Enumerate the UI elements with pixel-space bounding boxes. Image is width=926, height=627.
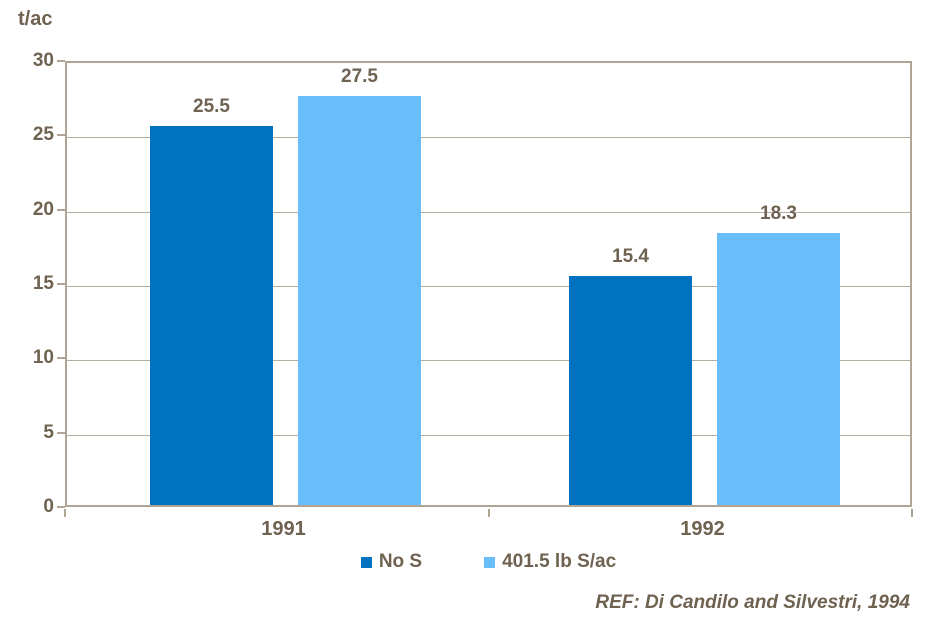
gridline-10 — [67, 360, 910, 362]
legend-item-s-applied: 401.5 lb S/ac — [484, 551, 616, 573]
y-tick-mark-25 — [57, 134, 65, 137]
bar-1992-401-5-lb-s-ac — [717, 232, 840, 505]
value-label-1991-0: 25.5 — [193, 95, 230, 117]
y-axis-title: t/ac — [18, 8, 53, 30]
bar-1991-no-s — [150, 125, 273, 505]
bar-1992-no-s — [569, 276, 692, 505]
gridline-20 — [67, 211, 910, 213]
y-tick-label-15: 15 — [32, 273, 54, 294]
y-tick-label-5: 5 — [43, 421, 54, 443]
bar-1991-401-5-lb-s-ac — [298, 96, 421, 505]
y-tick-mark-5 — [57, 431, 65, 434]
plot-area: 25.5 27.5 15.4 18.3 — [65, 61, 912, 507]
legend-label-no-s: No S — [378, 551, 423, 572]
y-tick-mark-20 — [57, 208, 65, 211]
value-label-1992-0: 15.4 — [612, 246, 649, 268]
x-category-label-1992: 1992 — [680, 518, 725, 540]
x-tick-mark-2 — [911, 509, 913, 517]
legend-item-no-s: No S — [360, 551, 423, 573]
legend-swatch-no-s — [360, 556, 372, 568]
legend-swatch-s-applied — [484, 556, 496, 568]
y-tick-mark-10 — [57, 357, 65, 360]
gridline-15 — [67, 286, 910, 287]
value-label-1991-1: 27.5 — [341, 66, 378, 88]
reference-citation: REF: Di Candilo and Silvestri, 1994 — [595, 592, 910, 613]
y-tick-mark-30 — [57, 60, 65, 62]
y-tick-label-30: 30 — [32, 50, 54, 71]
x-category-label-1991: 1991 — [261, 518, 306, 540]
gridline-25 — [67, 137, 910, 139]
x-tick-mark-1 — [487, 509, 490, 517]
gridline-5 — [67, 434, 910, 436]
y-tick-label-0: 0 — [43, 496, 54, 517]
y-tick-label-20: 20 — [32, 198, 54, 220]
value-label-1992-1: 18.3 — [760, 202, 797, 224]
y-tick-label-25: 25 — [32, 124, 54, 146]
legend-label-s-applied: 401.5 lb S/ac — [502, 551, 617, 572]
x-tick-mark-0 — [64, 509, 66, 517]
y-tick-mark-15 — [57, 283, 65, 285]
y-tick-mark-0 — [57, 506, 65, 508]
y-tick-label-10: 10 — [32, 347, 54, 369]
legend: No S 401.5 lb S/ac — [65, 551, 912, 573]
